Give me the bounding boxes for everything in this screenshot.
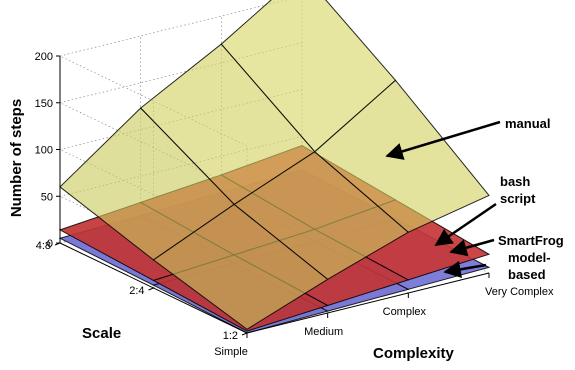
chart-ticks: 0 50 100 150 200 1:2 2:4 4:8 Simple Medium Complex…: [35, 51, 554, 358]
y-tick-label: 1:2: [223, 330, 238, 342]
z-tick-label: 200: [35, 51, 53, 63]
y-tick-mark: [148, 287, 154, 291]
grid-line: [59, 0, 288, 57]
chart-surfaces: [58, 0, 491, 334]
annotation-arrow-manual: [385, 120, 501, 160]
z-tick-label: 50: [41, 191, 53, 203]
y-tick-mark: [241, 332, 248, 336]
x-tick-label: Complex: [383, 306, 427, 318]
annotation-manual: manual: [505, 116, 551, 131]
annotation-smartfrog-model-based: based: [508, 267, 546, 282]
grid-line: [59, 102, 248, 194]
z-tick-label: 100: [35, 145, 53, 157]
x-tick-label: Very Complex: [485, 286, 554, 298]
z-tick-label: 0: [47, 238, 53, 250]
z-tick-label: 150: [35, 98, 53, 110]
x-axis-title: Complexity: [373, 345, 455, 362]
z-axis-title: Number of steps: [8, 99, 25, 217]
y-tick-mark: [54, 242, 61, 246]
annotation-smartfrog-model-based: SmartFrog: [498, 233, 564, 248]
annotation-arrow-bash-script: [434, 202, 497, 247]
y-tick-label: 2:4: [129, 285, 144, 297]
annotation-arrow-smartfrog-model-based: [443, 260, 487, 278]
grid-line: [59, 42, 303, 104]
chart-annotations: manual bash script SmartFrog model-based: [385, 116, 564, 282]
annotation-bash-script: script: [500, 191, 536, 206]
annotation-smartfrog-model-based: model-: [508, 250, 551, 265]
y-tick-label: 4:8: [36, 240, 51, 252]
grid-line: [59, 55, 248, 147]
x-axis-line: [246, 272, 490, 334]
annotation-bash-script: bash: [500, 174, 530, 189]
y-axis-title: Scale: [82, 325, 121, 342]
x-tick-label: Simple: [214, 346, 248, 358]
x-tick-label: Medium: [304, 326, 343, 338]
annotation-arrow-smartfrog-model-based: [449, 238, 495, 257]
